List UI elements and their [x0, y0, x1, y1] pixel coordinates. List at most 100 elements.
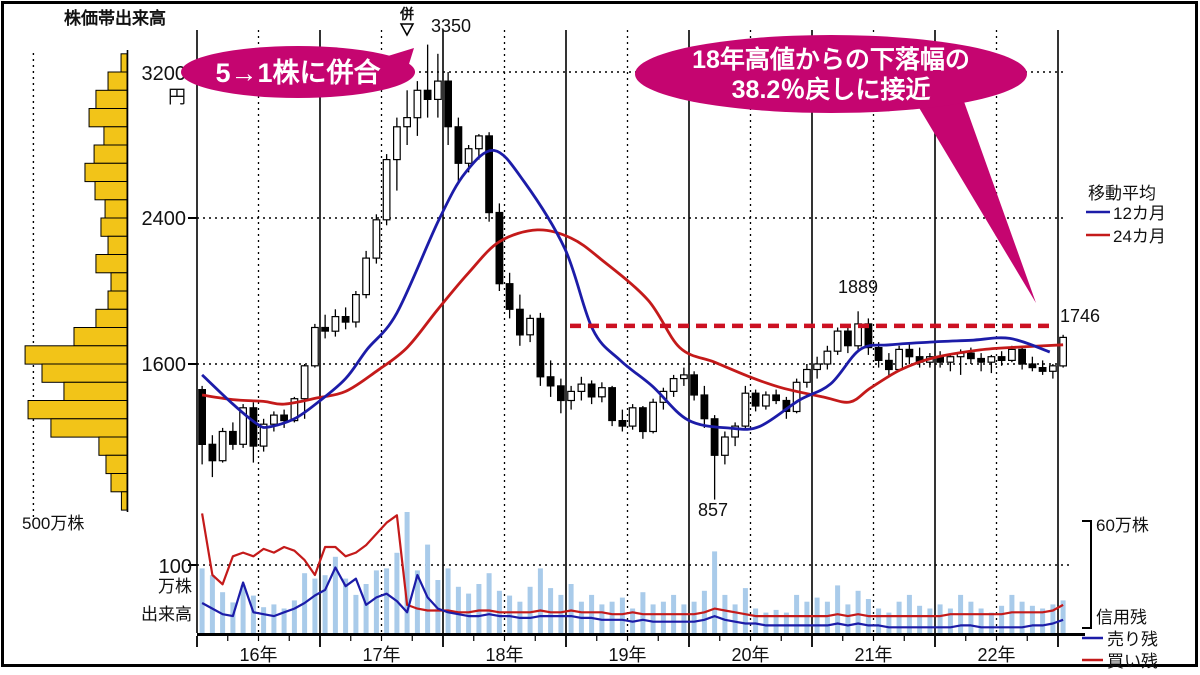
- year-label: 21年: [854, 645, 892, 665]
- volume-bar: [404, 512, 410, 633]
- year-label: 18年: [485, 645, 523, 665]
- merger-marker-label: 併: [399, 6, 414, 22]
- ma12-legend-label: 12カ月: [1113, 204, 1166, 223]
- volume-bars: [199, 512, 1066, 633]
- ma24-line: [201, 228, 1064, 406]
- volume-bar: [209, 575, 215, 633]
- volume-bar: [681, 604, 687, 633]
- histogram-bar: [94, 181, 128, 201]
- volume-bar: [271, 604, 277, 633]
- histogram-bar: [105, 454, 128, 475]
- histogram-bar: [95, 254, 128, 274]
- candle-body: [761, 394, 770, 407]
- ma24-legend-label: 24カ月: [1113, 227, 1166, 246]
- candle-body: [628, 407, 637, 427]
- candle-body: [966, 352, 975, 360]
- histogram-bar: [84, 162, 128, 183]
- volume-bar: [230, 602, 236, 633]
- volume-bar: [999, 605, 1005, 633]
- candle-body: [208, 443, 217, 462]
- histogram-bar: [98, 436, 128, 456]
- merger-callout: 5→1株に併合: [181, 46, 415, 98]
- volume-bar: [343, 578, 349, 633]
- histogram-bar: [27, 400, 128, 420]
- candle-body: [638, 407, 647, 433]
- volume-bar: [712, 551, 718, 633]
- candle-body: [290, 398, 299, 422]
- volume-bar: [763, 612, 769, 633]
- volume-bar: [332, 556, 338, 633]
- candle-body: [331, 316, 340, 332]
- candle-body: [731, 425, 739, 438]
- histogram-bar: [107, 235, 128, 256]
- volume-bar: [261, 607, 267, 633]
- volume-bar: [384, 568, 390, 633]
- volume-bar: [609, 601, 615, 633]
- merger-callout-bubble: [181, 46, 415, 98]
- candle-body: [249, 407, 258, 447]
- candle-body: [772, 394, 780, 402]
- candle-body: [321, 326, 329, 332]
- volume-bar: [876, 608, 882, 633]
- candle-body: [833, 330, 842, 352]
- last-price-label: 1746: [1060, 306, 1100, 326]
- candle-body: [505, 283, 514, 310]
- volume-bar: [691, 601, 697, 633]
- volume-bar: [558, 594, 564, 633]
- volume-bar: [363, 584, 369, 633]
- histogram-bar: [93, 144, 128, 164]
- volume-bar: [537, 568, 543, 633]
- volume-bar: [917, 605, 923, 633]
- candle-body: [608, 387, 616, 422]
- candle-body: [741, 392, 750, 427]
- margin-scale-bracket-icon: [1082, 520, 1092, 629]
- margin-legend-title: 信用残: [1096, 608, 1147, 627]
- histogram-bar: [73, 327, 128, 347]
- x-axis: 16年 17年 18年 19年 20年 21年 22年: [196, 633, 1085, 665]
- candle-body: [597, 387, 606, 398]
- volume-bar: [824, 601, 830, 633]
- candle-body: [720, 436, 729, 456]
- candle-body: [311, 326, 319, 367]
- volume-bar: [773, 609, 779, 633]
- candle-body: [669, 378, 678, 393]
- volume-bar: [1050, 604, 1056, 633]
- volume-bar: [589, 594, 595, 633]
- volume-bar: [435, 580, 441, 633]
- candle-body: [198, 389, 207, 446]
- candle-body: [946, 356, 955, 363]
- high-price-label: 3350: [431, 16, 471, 36]
- candle-body: [515, 308, 524, 336]
- moving-average-lines: [201, 149, 1064, 431]
- year-label: 19年: [608, 645, 646, 665]
- candle-body: [1007, 348, 1016, 361]
- candle-body: [792, 381, 801, 413]
- ma-legend-title: 移動平均: [1088, 184, 1156, 203]
- volume-bar: [937, 604, 943, 633]
- volume-bar: [291, 600, 297, 633]
- volume-bar: [394, 552, 400, 633]
- histogram-bar: [110, 272, 128, 292]
- volume-bar: [835, 585, 841, 633]
- volume-bar: [1029, 605, 1035, 633]
- candle-body: [362, 257, 370, 296]
- volume-scale-unit: 万株: [158, 577, 192, 596]
- candle-body: [690, 374, 698, 396]
- candle-body: [434, 80, 442, 100]
- histogram-title: 株価帯出来高: [64, 8, 166, 28]
- volume-bar: [783, 612, 789, 633]
- volume-bar: [1009, 594, 1015, 633]
- candle-body: [341, 316, 350, 323]
- histogram-bar: [107, 71, 128, 91]
- margin-balance-lines: [201, 513, 1064, 629]
- candle-body: [710, 418, 719, 456]
- volume-bar: [445, 568, 451, 633]
- y-label-1600: 1600: [142, 354, 187, 376]
- histogram-bar: [41, 363, 128, 383]
- volume-bar: [281, 608, 287, 633]
- histogram-bar: [100, 217, 128, 237]
- volume-bar: [548, 588, 554, 633]
